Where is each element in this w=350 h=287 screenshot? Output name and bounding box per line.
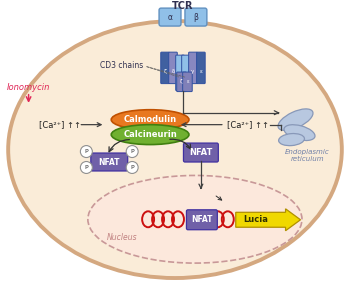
Text: ε: ε xyxy=(186,79,189,84)
Circle shape xyxy=(80,162,92,173)
FancyBboxPatch shape xyxy=(169,52,177,84)
FancyBboxPatch shape xyxy=(91,153,128,171)
FancyBboxPatch shape xyxy=(176,55,184,91)
Text: Ionomycin: Ionomycin xyxy=(7,83,50,92)
Text: ζ: ζ xyxy=(163,69,167,74)
Circle shape xyxy=(126,162,138,173)
Ellipse shape xyxy=(88,175,302,263)
Text: Calmodulin: Calmodulin xyxy=(124,115,177,124)
Text: ε: ε xyxy=(199,69,202,74)
Text: P: P xyxy=(130,165,134,170)
FancyBboxPatch shape xyxy=(187,210,217,230)
FancyBboxPatch shape xyxy=(161,52,169,84)
FancyBboxPatch shape xyxy=(185,8,207,26)
Text: δ: δ xyxy=(171,69,175,74)
Text: Endoplasmic
reticulum: Endoplasmic reticulum xyxy=(285,149,330,162)
Circle shape xyxy=(80,146,92,158)
FancyBboxPatch shape xyxy=(197,52,205,84)
Text: α: α xyxy=(168,13,173,22)
FancyBboxPatch shape xyxy=(177,72,186,92)
Ellipse shape xyxy=(284,125,315,141)
FancyBboxPatch shape xyxy=(159,8,181,26)
Text: Nucleus: Nucleus xyxy=(107,233,138,242)
Text: NFAT: NFAT xyxy=(98,158,120,166)
Text: P: P xyxy=(130,149,134,154)
Ellipse shape xyxy=(8,21,342,278)
Text: NFAT: NFAT xyxy=(189,148,212,157)
Ellipse shape xyxy=(111,110,189,130)
FancyBboxPatch shape xyxy=(182,55,190,91)
Text: β: β xyxy=(194,13,198,22)
Ellipse shape xyxy=(111,125,189,145)
Text: TCR: TCR xyxy=(172,1,194,11)
Text: NFAT: NFAT xyxy=(191,215,213,224)
FancyArrow shape xyxy=(236,209,301,231)
Text: [Ca²⁺] ↑↑: [Ca²⁺] ↑↑ xyxy=(40,120,82,129)
Text: CD3 chains: CD3 chains xyxy=(100,61,143,70)
Text: Calcineurin: Calcineurin xyxy=(123,130,177,139)
Text: P: P xyxy=(85,149,88,154)
Text: γ: γ xyxy=(191,69,195,74)
Ellipse shape xyxy=(278,109,313,131)
Text: [Ca²⁺] ↑↑: [Ca²⁺] ↑↑ xyxy=(227,120,269,129)
Text: Lucia: Lucia xyxy=(243,215,268,224)
Text: P: P xyxy=(85,165,88,170)
FancyBboxPatch shape xyxy=(189,52,197,84)
Text: ζ: ζ xyxy=(180,79,183,84)
FancyBboxPatch shape xyxy=(183,72,192,92)
Ellipse shape xyxy=(279,133,304,146)
Circle shape xyxy=(126,146,138,158)
FancyBboxPatch shape xyxy=(183,143,218,162)
